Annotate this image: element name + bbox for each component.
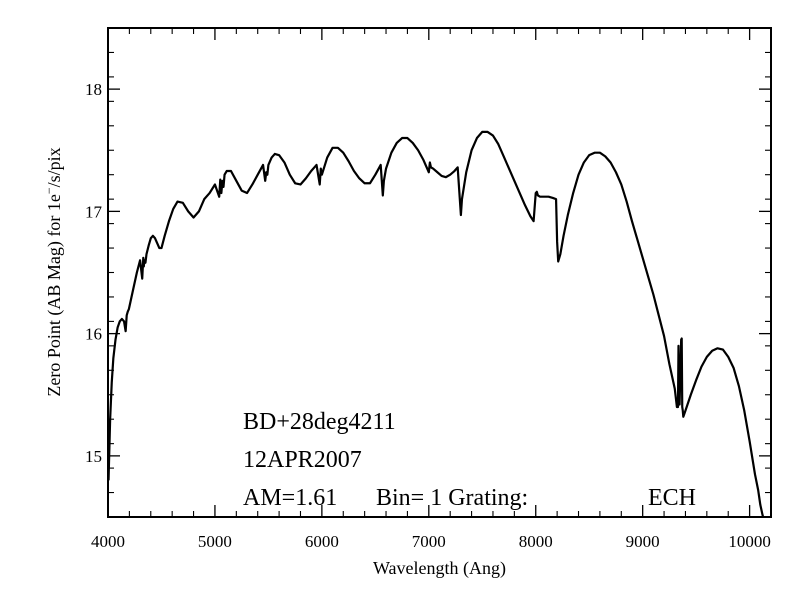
y-tick-label-15: 15	[85, 447, 102, 466]
x-axis-label: Wavelength (Ang)	[373, 558, 506, 579]
y-axis-label-tail: /s/pix	[44, 147, 64, 187]
x-tick-label-9000: 9000	[626, 532, 660, 551]
zero-point-series-line	[108, 130, 765, 517]
annotation-star-name: BD+28deg4211	[243, 409, 396, 435]
axis-ticks	[107, 27, 772, 518]
annotation-airmass: AM=1.61	[243, 485, 337, 511]
y-axis-label-main: Zero Point (AB Mag) for 1e	[44, 194, 65, 396]
x-tick-label-4000: 4000	[91, 532, 125, 551]
annotation-date: 12APR2007	[243, 447, 362, 473]
x-tick-label-5000: 5000	[198, 532, 232, 551]
annotation-grating-value: ECH	[648, 485, 696, 511]
axis-tick-labels: 4000 5000 6000 7000 8000 9000 10000 15 16 17 18	[85, 80, 771, 551]
x-tick-label-10000: 10000	[728, 532, 771, 551]
x-tick-label-8000: 8000	[519, 532, 553, 551]
y-axis-label-superscript: −	[42, 187, 56, 194]
y-tick-label-17: 17	[85, 202, 103, 221]
x-tick-label-6000: 6000	[305, 532, 339, 551]
y-axis-label: Zero Point (AB Mag) for 1e−/s/pix	[42, 147, 65, 396]
x-tick-label-7000: 7000	[412, 532, 446, 551]
annotation-bin-grating: Bin= 1 Grating:	[376, 485, 528, 511]
y-tick-label-16: 16	[85, 325, 102, 344]
y-tick-label-18: 18	[85, 80, 102, 99]
